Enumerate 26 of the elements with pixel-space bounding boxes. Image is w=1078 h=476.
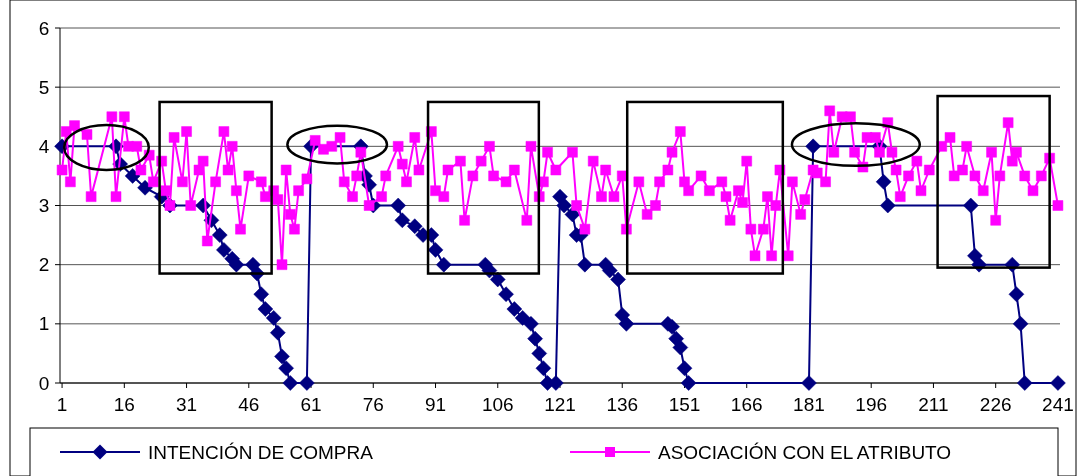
legend-label: INTENCIÓN DE COMPRA: [148, 441, 374, 463]
x-tick-label: 61: [300, 394, 322, 415]
x-tick-label: 181: [793, 394, 825, 415]
legend-label: ASOCIACIÓN CON EL ATRIBUTO: [658, 441, 952, 463]
x-tick-label: 121: [544, 394, 576, 415]
y-tick-label: 4: [38, 135, 50, 157]
y-tick-label: 5: [38, 76, 50, 98]
x-tick-label: 16: [113, 394, 135, 415]
x-tick-label: 76: [362, 394, 384, 415]
x-tick-label: 151: [668, 394, 701, 415]
x-tick-label: 241: [1042, 394, 1074, 415]
x-tick-label: 226: [979, 394, 1012, 415]
y-tick-label: 1: [38, 313, 50, 335]
x-tick-label: 46: [238, 394, 260, 415]
y-tick-label: 6: [38, 17, 50, 39]
y-tick-label: 0: [38, 372, 50, 394]
x-tick-label: 136: [606, 394, 639, 415]
x-tick-label: 106: [481, 394, 514, 415]
x-tick-label: 211: [918, 394, 949, 415]
y-tick-label: 2: [38, 254, 50, 276]
x-tick-label: 1: [56, 394, 68, 415]
x-tick-label: 91: [424, 394, 447, 415]
y-tick-label: 3: [38, 195, 50, 217]
x-tick-label: 166: [730, 394, 763, 415]
x-tick-label: 196: [855, 394, 888, 415]
x-tick-label: 31: [175, 394, 198, 415]
